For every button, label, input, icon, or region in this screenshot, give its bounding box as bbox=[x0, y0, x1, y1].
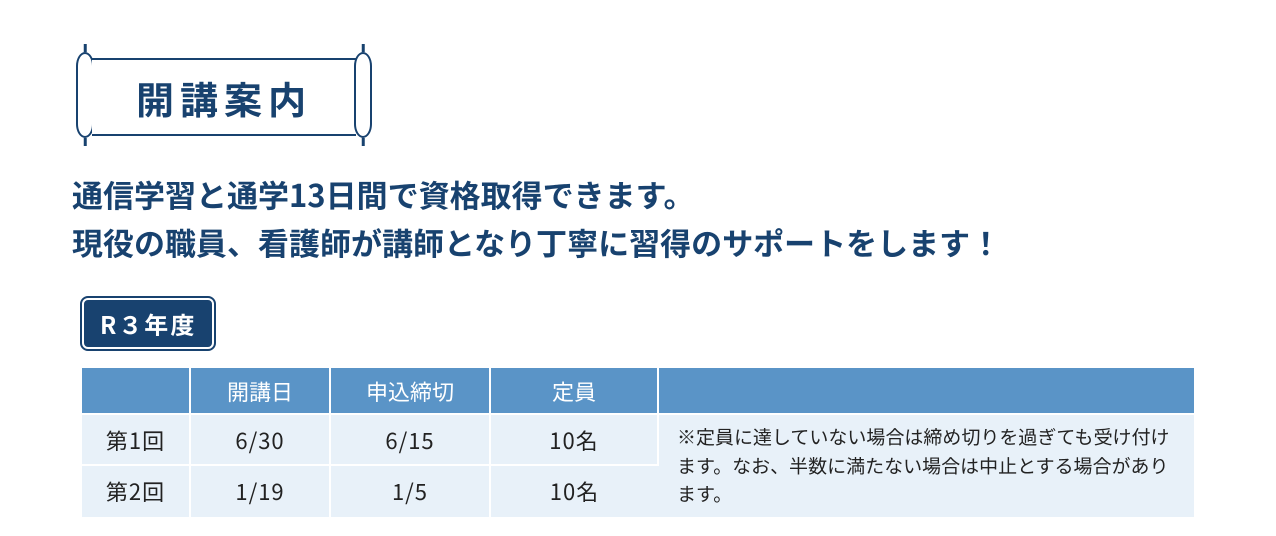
cell-deadline: 1/5 bbox=[330, 465, 490, 516]
banner-title: 開講案内 bbox=[136, 70, 312, 125]
table-row: 第1回 6/30 6/15 10名 ※定員に達していない場合は締め切りを過ぎても… bbox=[82, 414, 1194, 465]
lead-line-2: 現役の職員、看護師が講師となり丁寧に習得のサポートをします！ bbox=[72, 218, 1001, 266]
cell-note: ※定員に達していない場合は締め切りを過ぎても受け付けます。なお、半数に満たない場… bbox=[658, 414, 1194, 517]
cell-start: 6/30 bbox=[190, 414, 330, 465]
col-session bbox=[82, 368, 190, 414]
cell-deadline: 6/15 bbox=[330, 414, 490, 465]
schedule-table: 開講日 申込締切 定員 第1回 6/30 6/15 10名 ※定員に達していない… bbox=[82, 368, 1194, 517]
table-header-row: 開講日 申込締切 定員 bbox=[82, 368, 1194, 414]
scroll-roll-right-icon bbox=[354, 52, 372, 138]
cell-start: 1/19 bbox=[190, 465, 330, 516]
col-start: 開講日 bbox=[190, 368, 330, 414]
year-badge: R３年度 bbox=[82, 298, 214, 349]
scroll-body: 開講案内 bbox=[92, 58, 356, 136]
col-deadline: 申込締切 bbox=[330, 368, 490, 414]
lead-line-1: 通信学習と通学13日間で資格取得できます。 bbox=[72, 170, 1001, 218]
cell-capacity: 10名 bbox=[490, 465, 658, 516]
col-note bbox=[658, 368, 1194, 414]
lead-text: 通信学習と通学13日間で資格取得できます。 現役の職員、看護師が講師となり丁寧に… bbox=[72, 170, 1001, 266]
scroll-banner: 開講案内 bbox=[76, 50, 372, 140]
cell-session: 第1回 bbox=[82, 414, 190, 465]
col-capacity: 定員 bbox=[490, 368, 658, 414]
cell-session: 第2回 bbox=[82, 465, 190, 516]
cell-capacity: 10名 bbox=[490, 414, 658, 465]
schedule-table-wrap: 開講日 申込締切 定員 第1回 6/30 6/15 10名 ※定員に達していない… bbox=[82, 368, 1194, 517]
